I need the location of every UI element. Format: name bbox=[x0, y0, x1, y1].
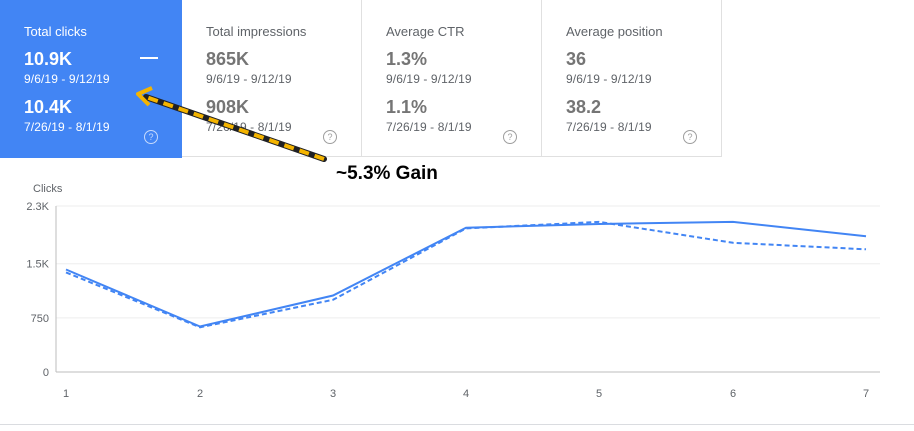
current-period-line bbox=[65, 220, 867, 328]
card-title: Total clicks bbox=[24, 24, 87, 39]
help-icon[interactable]: ? bbox=[503, 130, 517, 144]
card-title: Total impressions bbox=[206, 24, 307, 39]
x-tick-label: 1 bbox=[63, 388, 69, 400]
average-position-card[interactable]: Average position 36 9/6/19 - 9/12/19 38.… bbox=[542, 0, 722, 157]
card-current-value: 36 bbox=[566, 49, 587, 69]
card-previous-range: 7/26/19 - 8/1/19 bbox=[566, 120, 652, 134]
x-tick-label: 6 bbox=[730, 388, 736, 400]
x-tick-label: 3 bbox=[330, 388, 336, 400]
y-tick-label: 1.5K bbox=[26, 259, 49, 271]
x-tick-label: 5 bbox=[596, 388, 602, 400]
chart-gridlines bbox=[55, 205, 880, 373]
x-tick-label: 4 bbox=[463, 388, 469, 400]
card-previous-value: 38.2 bbox=[566, 97, 602, 117]
y-tick-labels: 0 750 1.5K 2.3K bbox=[26, 201, 49, 379]
x-tick-label: 7 bbox=[863, 388, 869, 400]
card-previous-value: 10.4K bbox=[24, 97, 73, 117]
card-current-value: 1.3% bbox=[386, 49, 428, 69]
help-icon[interactable]: ? bbox=[683, 130, 697, 144]
solid-line-legend-icon bbox=[140, 57, 158, 59]
y-tick-label: 0 bbox=[43, 367, 49, 379]
card-current-value: 10.9K bbox=[24, 49, 73, 69]
average-ctr-card[interactable]: Average CTR 1.3% 9/6/19 - 9/12/19 1.1% 7… bbox=[362, 0, 542, 157]
y-axis-label: Clicks bbox=[33, 183, 63, 195]
card-current-range: 9/6/19 - 9/12/19 bbox=[206, 72, 292, 86]
card-current-range: 9/6/19 - 9/12/19 bbox=[24, 72, 110, 86]
previous-period-line bbox=[65, 220, 867, 329]
card-previous-range: 7/26/19 - 8/1/19 bbox=[24, 120, 110, 134]
x-tick-label: 2 bbox=[197, 388, 203, 400]
y-tick-label: 750 bbox=[31, 313, 49, 325]
card-current-value: 865K bbox=[206, 49, 250, 69]
y-tick-label: 2.3K bbox=[26, 201, 49, 213]
gain-annotation: ~5.3% Gain bbox=[336, 163, 438, 184]
total-clicks-card[interactable]: Total clicks 10.9K 9/6/19 - 9/12/19 10.4… bbox=[0, 0, 182, 158]
chart-bottom-border bbox=[0, 424, 914, 425]
card-previous-value: 1.1% bbox=[386, 97, 428, 117]
card-title: Average CTR bbox=[386, 24, 465, 39]
card-title: Average position bbox=[566, 24, 663, 39]
card-current-range: 9/6/19 - 9/12/19 bbox=[386, 72, 472, 86]
card-previous-range: 7/26/19 - 8/1/19 bbox=[386, 120, 472, 134]
x-tick-labels: 1 2 3 4 5 6 7 bbox=[63, 388, 869, 400]
chart-series bbox=[65, 220, 867, 329]
card-current-range: 9/6/19 - 9/12/19 bbox=[566, 72, 652, 86]
